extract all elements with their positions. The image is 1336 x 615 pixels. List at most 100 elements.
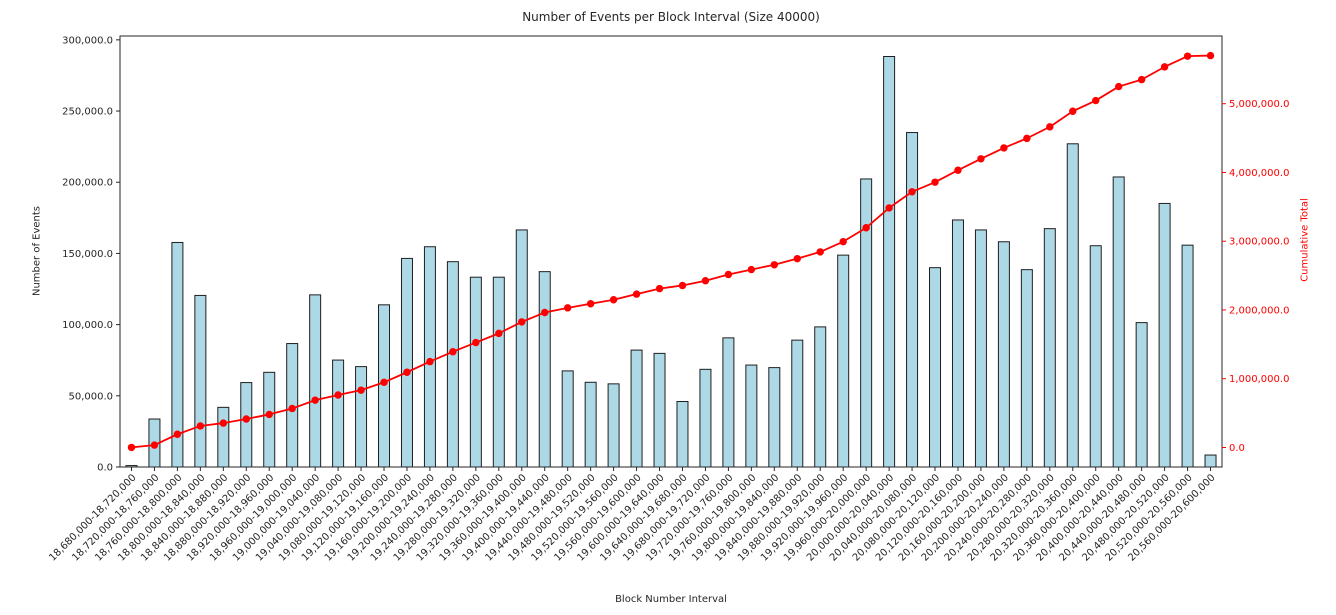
y-tick-label-right: 2,000,000.0 [1229,305,1289,316]
cumulative-point [724,270,733,279]
bar [607,383,620,468]
cumulative-point [816,248,824,256]
cumulative-point [1206,51,1215,60]
cumulative-point [1069,107,1077,115]
cumulative-point [541,308,549,317]
x-axis-label: Block Number Interval [615,594,727,605]
cumulative-point [701,277,710,285]
cumulative-line [131,54,1211,449]
cumulative-point [311,396,319,404]
cumulative-point [839,237,847,246]
bar [653,352,666,468]
bar [492,276,505,468]
bar [217,406,230,468]
bar [722,337,735,468]
bar [584,381,597,468]
cumulative-point [586,300,595,308]
cumulative-point [678,281,687,290]
bar [768,367,781,468]
cumulative-point [1092,96,1100,105]
cumulative-point [1114,82,1123,91]
cumulative-point [334,391,342,399]
bar [309,294,322,468]
cumulative-point [1160,63,1169,71]
bar [745,364,758,468]
cumulative-point [632,290,641,298]
bar [515,229,528,468]
cumulative-point [1183,52,1192,60]
cumulative-point [1023,134,1031,143]
bar [538,271,551,468]
bar [194,294,207,468]
cumulative-point [242,415,250,423]
cumulative-point [747,265,756,274]
cumulative-point [793,254,801,263]
bar [791,339,804,468]
cumulative-point [426,357,434,366]
cumulative-point [518,318,526,326]
bar [332,359,345,468]
bar [837,254,850,468]
bar [951,219,964,468]
cumulative-point [150,441,159,449]
bar [1112,176,1125,468]
bar [561,370,574,468]
cumulative-point [380,378,388,387]
bar [446,261,459,468]
bar [240,382,253,468]
bar [1089,245,1102,468]
plot-frame [119,35,1223,468]
cumulative-point [219,419,228,427]
cumulative-point [449,348,457,356]
cumulative-point [265,410,273,419]
cumulative-point [885,204,893,212]
chart-title: Number of Events per Block Interval (Siz… [522,10,820,24]
cumulative-point [977,155,985,163]
bar [676,401,689,468]
bar [263,371,276,468]
bar [1158,202,1171,468]
bar [355,366,368,468]
bar [974,229,987,468]
bar [1066,143,1079,468]
bar [1043,228,1056,468]
cumulative-point [609,296,618,304]
y-tick-label-right: 1,000,000.0 [1229,374,1289,385]
bar [699,368,712,468]
cumulative-point [1046,123,1054,131]
cumulative-point [288,404,296,413]
bar [400,257,413,468]
cumulative-point [655,284,664,293]
cumulative-point [908,188,916,196]
bar [423,246,436,468]
bar [469,276,482,468]
cumulative-point [173,430,182,438]
y-tick-label-left: 250,000.0 [62,107,113,118]
y-axis-label-left: Number of Events [31,205,43,297]
y-tick-label-left: 150,000.0 [62,249,113,260]
y-tick-label-left: 0.0 [97,463,113,474]
cumulative-point [196,422,205,430]
cumulative-point [931,178,939,186]
cumulative-point [357,386,365,394]
bar [814,326,827,468]
cumulative-point [770,261,779,269]
bar [1181,244,1194,468]
bar [860,178,873,468]
cumulative-point [127,443,136,452]
bar [997,241,1010,468]
y-tick-label-left: 50,000.0 [68,391,113,402]
bar [883,56,896,468]
cumulative-point [954,166,962,174]
cumulative-point [862,224,870,232]
cumulative-point [1137,75,1146,84]
bar [630,349,643,468]
y-tick-label-left: 300,000.0 [62,35,113,46]
y-tick-label-right: 3,000,000.0 [1229,237,1289,248]
y-tick-label-left: 200,000.0 [62,178,113,189]
cumulative-point [403,368,411,376]
y-axis-label-right: Cumulative Total [1299,198,1311,282]
cumulative-point [472,338,480,347]
